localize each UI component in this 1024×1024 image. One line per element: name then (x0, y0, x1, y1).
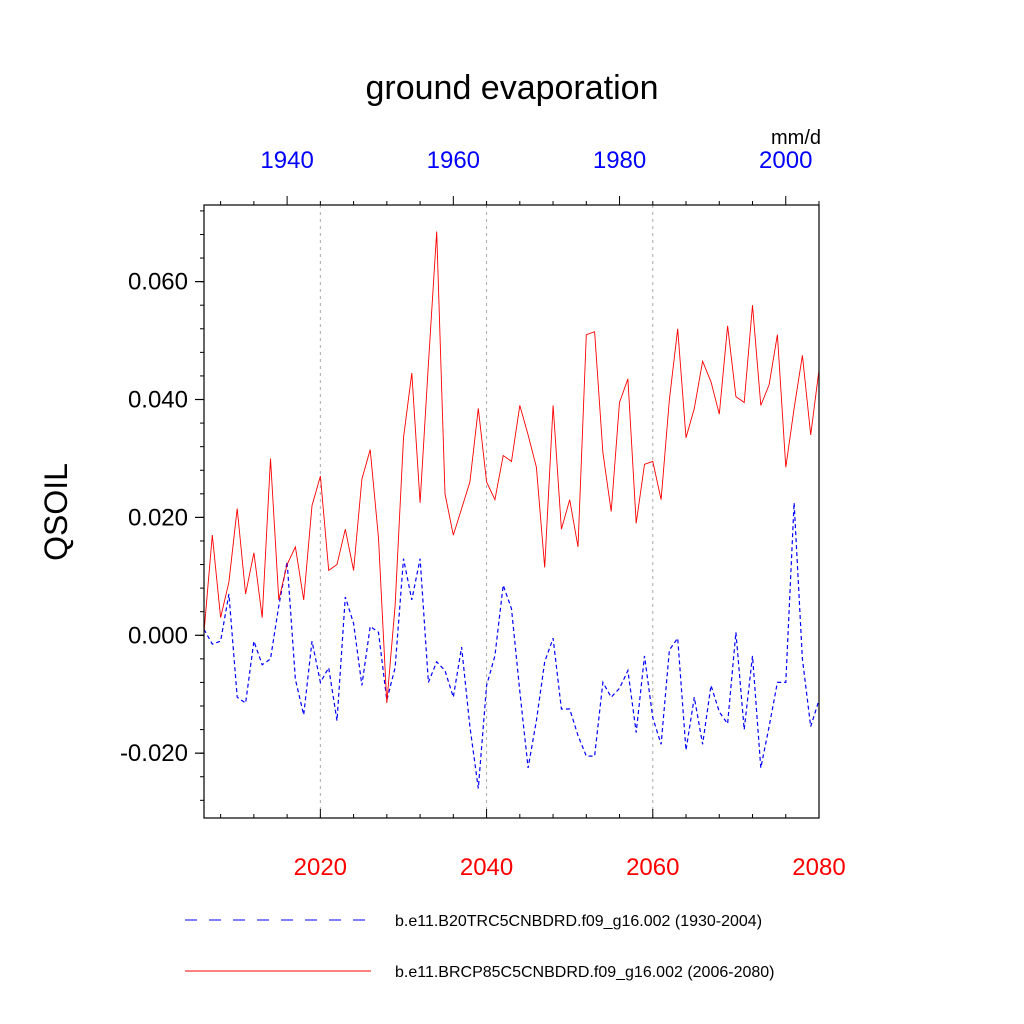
x-top-tick-label: 1960 (427, 147, 480, 174)
x-top-tick-label: 1940 (260, 147, 313, 174)
x-top-tick-label: 1980 (593, 147, 646, 174)
series-line-2 (203, 231, 820, 704)
x-bottom-tick-label: 2060 (626, 854, 679, 881)
series-line-1 (203, 502, 820, 789)
y-tick-label: -0.020 (120, 740, 188, 767)
y-tick-label: 0.060 (128, 269, 188, 296)
y-tick-label: 0.020 (128, 504, 188, 531)
series-layer (203, 231, 820, 789)
gridlines (319, 205, 654, 818)
x-bottom-tick-label: 2040 (460, 854, 513, 881)
y-tick-label: 0.040 (128, 387, 188, 414)
x-bottom-tick-label: 2080 (792, 854, 845, 881)
legend-label-1: b.e11.B20TRC5CNBDRD.f09_g16.002 (1930-20… (395, 913, 762, 930)
legend-label-2: b.e11.BRCP85C5CNBDRD.f09_g16.002 (2006-2… (395, 964, 774, 981)
y-tick-label: 0.000 (128, 622, 188, 649)
axes-layer: -0.020 0.000 0.020 0.040 0.060 2020 2040 2060 20… (120, 147, 846, 881)
y-axis-label: QSOIL (38, 463, 74, 561)
chart-title: ground evaporation (365, 69, 658, 107)
units-label: mm/d (771, 127, 821, 149)
legend: b.e11.B20TRC5CNBDRD.f09_g16.002 (1930-20… (185, 913, 774, 981)
x-top-tick-label: 2000 (759, 147, 812, 174)
plot-frame (203, 204, 820, 819)
x-bottom-tick-label: 2020 (294, 854, 347, 881)
